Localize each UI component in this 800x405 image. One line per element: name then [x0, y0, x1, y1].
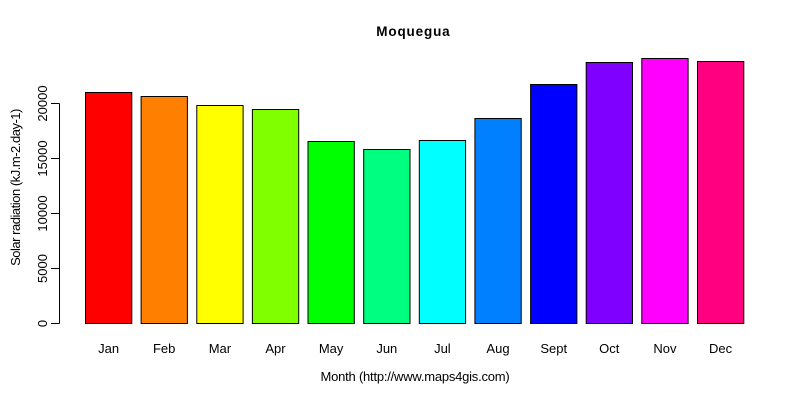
svg-text:Solar radiation (kJ.m-2.day-1): Solar radiation (kJ.m-2.day-1) [8, 109, 23, 266]
svg-text:Nov: Nov [653, 341, 677, 356]
svg-text:15000: 15000 [35, 140, 50, 176]
svg-text:Feb: Feb [153, 341, 175, 356]
svg-text:Apr: Apr [265, 341, 286, 356]
svg-text:Dec: Dec [709, 341, 733, 356]
svg-text:0: 0 [35, 320, 50, 327]
svg-text:Oct: Oct [599, 341, 620, 356]
svg-text:Jul: Jul [434, 341, 451, 356]
svg-text:5000: 5000 [35, 254, 50, 283]
svg-text:Moquegua: Moquegua [376, 24, 450, 39]
svg-text:10000: 10000 [35, 195, 50, 231]
svg-text:Sept: Sept [540, 341, 567, 356]
svg-text:May: May [319, 341, 344, 356]
svg-text:Aug: Aug [486, 341, 509, 356]
svg-text:20000: 20000 [35, 85, 50, 121]
svg-text:Jan: Jan [98, 341, 119, 356]
svg-text:Jun: Jun [376, 341, 397, 356]
svg-text:Mar: Mar [209, 341, 232, 356]
svg-text:Month (http://www.maps4gis.com: Month (http://www.maps4gis.com) [321, 369, 510, 384]
